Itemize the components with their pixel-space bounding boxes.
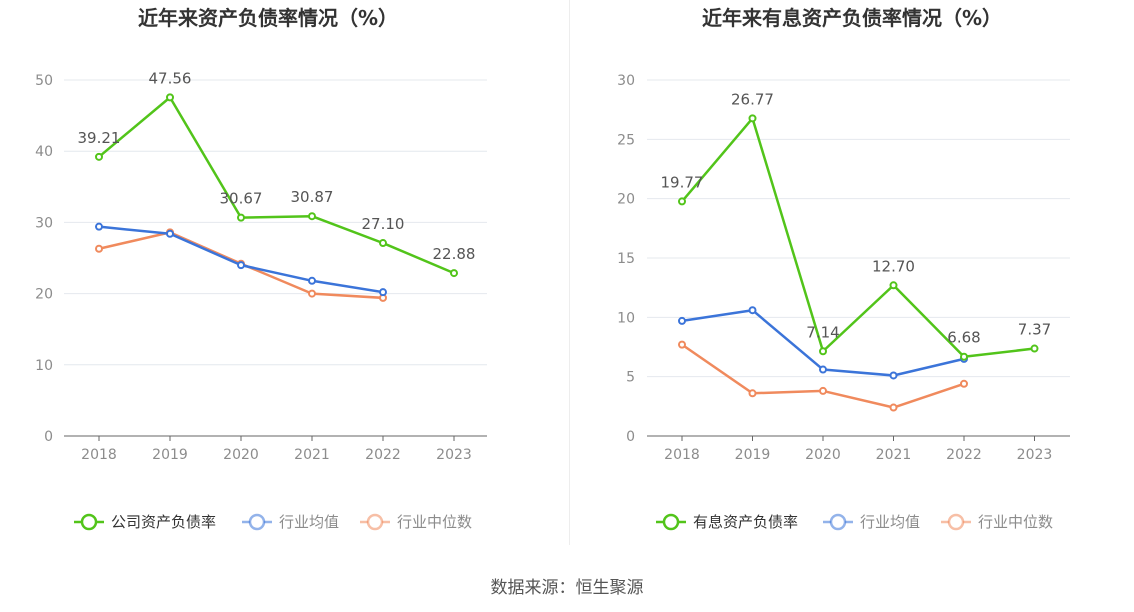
y-tick-label: 20 [617,192,635,208]
data-point [166,93,174,102]
series-line-0 [681,117,1035,358]
data-point [819,386,827,395]
legend-swatch-marker [947,513,965,531]
data-point [678,316,686,325]
data-point [678,340,686,349]
data-source-caption: 数据来源：恒生聚源 [490,578,644,598]
legend-label: 行业均值 [860,513,920,531]
data-point [237,261,245,270]
data-label: 39.21 [78,129,121,147]
legend-label: 行业中位数 [397,513,472,531]
data-point [678,197,686,206]
data-point [819,365,827,374]
legend-label: 行业均值 [279,513,339,531]
y-tick-label: 10 [35,358,53,374]
asset-liability-ratio-chart: 近年来资产负债率情况（%） 0 10 20 30 40 50 2018 2019 2020 2021… [35,6,487,531]
data-point [308,212,316,221]
data-point [960,379,968,388]
y-tick-label: 25 [617,132,635,148]
x-tick-label: 2023 [1017,447,1053,463]
y-tick-label: 20 [35,287,53,303]
data-label: 19.77 [661,173,704,191]
chart-title: 近年来资产负债率情况（%） [138,6,398,30]
data-label: 26.77 [731,90,774,108]
data-point [379,239,387,248]
series-line-0 [98,96,455,275]
legend-swatch-marker [662,513,680,531]
legend-label: 有息资产负债率 [693,513,798,531]
data-point [308,276,316,285]
data-point [889,403,898,412]
data-point [379,288,387,297]
data-point [960,352,968,361]
y-tick-label: 10 [617,310,635,326]
series-line-1 [98,225,384,294]
data-label: 12.70 [872,257,915,275]
y-tick-label: 30 [35,215,53,231]
x-tick-label: 2018 [664,447,700,463]
data-point [889,371,898,380]
y-tick-label: 50 [35,73,53,89]
data-point [1030,344,1039,353]
data-point [95,152,103,161]
x-tick-label: 2019 [735,447,771,463]
data-label: 27.10 [362,215,405,233]
data-point [748,114,757,123]
x-tick-label: 2022 [365,447,401,463]
data-label: 7.14 [806,323,839,341]
data-label: 30.67 [220,190,263,208]
y-tick-label: 15 [617,251,635,267]
data-point [748,389,757,398]
x-tick-label: 2018 [81,447,117,463]
chart-title: 近年来有息资产负债率情况（%） [702,6,1002,30]
y-tick-label: 0 [626,429,635,445]
data-point [819,347,827,356]
legend-label: 行业中位数 [978,513,1053,531]
x-tick-label: 2023 [436,447,472,463]
data-point [889,281,898,290]
legend-swatch-marker [80,513,98,531]
y-tick-label: 5 [626,370,635,386]
legend-swatch-marker [829,513,847,531]
data-label: 6.68 [947,329,980,347]
data-point [95,222,103,231]
data-label: 30.87 [291,188,334,206]
x-tick-label: 2020 [223,447,259,463]
legend-swatch-marker [366,513,384,531]
legend-swatch-marker [248,513,266,531]
x-tick-label: 2022 [946,447,982,463]
y-tick-label: 0 [44,429,53,445]
data-point [308,289,316,298]
x-tick-label: 2021 [294,447,330,463]
interest-bearing-liability-ratio-chart: 近年来有息资产负债率情况（%） 0 5 10 15 20 25 30 2018 2019 2020 2… [617,6,1070,531]
chart-divider [569,0,570,545]
x-tick-label: 2019 [152,447,188,463]
data-point [95,244,103,253]
data-point [450,269,458,278]
data-point [237,213,245,222]
data-label: 22.88 [433,245,476,263]
y-tick-label: 30 [617,73,635,89]
data-point [748,306,757,315]
x-tick-label: 2020 [805,447,841,463]
x-tick-label: 2021 [876,447,912,463]
legend-label: 公司资产负债率 [111,513,216,531]
data-label: 7.37 [1018,321,1051,339]
y-tick-label: 40 [35,144,53,160]
data-label: 47.56 [149,69,192,87]
data-point [166,229,174,238]
